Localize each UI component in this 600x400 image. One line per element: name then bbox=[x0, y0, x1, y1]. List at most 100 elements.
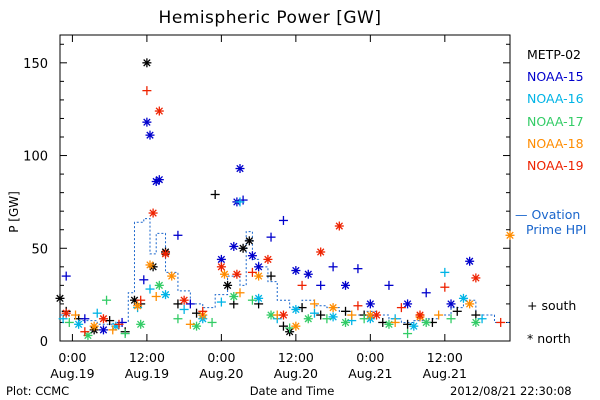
x-tick-label-date: Aug.19 bbox=[50, 366, 94, 381]
noaa-16-north-point bbox=[291, 304, 301, 314]
noaa-19-north-point bbox=[278, 310, 288, 320]
noaa-19-north-point bbox=[216, 262, 226, 272]
metp-02-south-point bbox=[173, 299, 183, 309]
noaa-16-north-point bbox=[458, 293, 468, 303]
metp-02-south-point bbox=[316, 310, 326, 320]
y-tick-label: 100 bbox=[23, 150, 48, 165]
legend: METP-02 NOAA-15 NOAA-16 NOAA-17 NOAA-18 … bbox=[527, 44, 584, 177]
noaa-16-south-point bbox=[92, 308, 102, 318]
legend-item-noaa-18: NOAA-18 bbox=[527, 135, 584, 151]
noaa-18-north-point bbox=[145, 260, 155, 270]
noaa-15-south-point bbox=[173, 230, 183, 240]
noaa-15-north-point bbox=[142, 117, 152, 127]
noaa-15-north-point bbox=[247, 251, 257, 261]
noaa-19-north-point bbox=[179, 295, 189, 305]
legend-item-noaa-19: NOAA-19 bbox=[527, 157, 584, 173]
noaa-18-south-point bbox=[185, 319, 195, 329]
noaa-19-north-point bbox=[98, 314, 108, 324]
noaa-16-south-point bbox=[477, 314, 487, 324]
noaa-17-south-point bbox=[446, 314, 456, 324]
noaa-19-north-point bbox=[471, 273, 481, 283]
metp-02-south-point bbox=[105, 316, 115, 326]
noaa-18-south-point bbox=[151, 291, 161, 301]
noaa-17-south-point bbox=[322, 314, 332, 324]
noaa-16-north-point bbox=[328, 312, 338, 322]
noaa-17-south-point bbox=[173, 314, 183, 324]
noaa-17-south-point bbox=[247, 295, 257, 305]
plot-frame bbox=[59, 34, 511, 342]
x-tick-label-date: Aug.19 bbox=[125, 366, 169, 381]
noaa-15-north-point bbox=[98, 325, 108, 335]
metp-02-south-point bbox=[297, 303, 307, 313]
noaa-19-north-point bbox=[148, 208, 158, 218]
noaa-18-north-point bbox=[167, 271, 177, 281]
noaa-18-north-point bbox=[465, 299, 475, 309]
noaa-15-north-point bbox=[365, 299, 375, 309]
noaa-15-south-point bbox=[266, 232, 276, 242]
noaa-19-north-point bbox=[161, 249, 171, 259]
noaa-16-south-point bbox=[440, 267, 450, 277]
noaa-17-south-point bbox=[102, 295, 112, 305]
noaa-18-south-point bbox=[309, 299, 319, 309]
y-axis-label: P [GW] bbox=[6, 191, 21, 233]
noaa-18-south-point bbox=[390, 317, 400, 327]
noaa-15-north-point bbox=[465, 256, 475, 266]
noaa-16-south-point bbox=[216, 297, 226, 307]
noaa-19-south-point bbox=[297, 280, 307, 290]
noaa-18-south-point bbox=[235, 288, 245, 298]
noaa-16-north-point bbox=[254, 293, 264, 303]
noaa-17-south-point bbox=[285, 323, 295, 333]
x-tick-label-hour: 12:00 bbox=[278, 350, 314, 365]
south-marker-key: + south bbox=[527, 298, 577, 313]
noaa-16-south-point bbox=[179, 304, 189, 314]
legend-item-ovation: — Ovation Prime HPI bbox=[515, 207, 586, 237]
noaa-15-north-point bbox=[229, 241, 239, 251]
noaa-19-south-point bbox=[440, 282, 450, 292]
noaa-18-south-point bbox=[434, 310, 444, 320]
noaa-19-south-point bbox=[396, 303, 406, 313]
noaa-15-north-point bbox=[341, 280, 351, 290]
noaa-16-north-point bbox=[74, 319, 84, 329]
noaa-15-south-point bbox=[384, 280, 394, 290]
noaa-19-north-point bbox=[61, 308, 71, 318]
noaa-16-south-point bbox=[235, 197, 245, 207]
ovation-label-line1: — Ovation bbox=[515, 207, 581, 222]
metp-02-south-point bbox=[210, 189, 220, 199]
noaa-18-north-point bbox=[505, 230, 515, 240]
noaa-17-north-point bbox=[192, 321, 202, 331]
metp-02-south-point bbox=[378, 317, 388, 327]
metp-02-north-point bbox=[142, 58, 152, 68]
metp-02-south-point bbox=[341, 306, 351, 316]
legend-item-noaa-15: NOAA-15 bbox=[527, 69, 584, 85]
noaa-15-south-point bbox=[278, 215, 288, 225]
noaa-17-north-point bbox=[384, 319, 394, 329]
footer-right: 2012/08/21 22:30:08 bbox=[450, 384, 572, 398]
y-tick-label: 150 bbox=[23, 57, 48, 72]
metp-02-south-point bbox=[278, 321, 288, 331]
noaa-15-south-point bbox=[61, 271, 71, 281]
noaa-17-north-point bbox=[303, 314, 313, 324]
noaa-19-south-point bbox=[142, 86, 152, 96]
noaa-15-north-point bbox=[446, 299, 456, 309]
noaa-17-north-point bbox=[136, 319, 146, 329]
noaa-15-south-point bbox=[328, 262, 338, 272]
noaa-15-south-point bbox=[80, 314, 90, 324]
noaa-18-south-point bbox=[347, 310, 357, 320]
noaa-18-north-point bbox=[254, 271, 264, 281]
metp-02-south-point bbox=[452, 306, 462, 316]
noaa-19-south-point bbox=[198, 306, 208, 316]
metp-02-north-point bbox=[55, 293, 65, 303]
noaa-15-north-point bbox=[235, 164, 245, 174]
noaa-19-north-point bbox=[316, 247, 326, 257]
metp-02-north-point bbox=[244, 236, 254, 246]
noaa-19-south-point bbox=[353, 301, 363, 311]
noaa-18-north-point bbox=[89, 321, 99, 331]
noaa-17-south-point bbox=[359, 314, 369, 324]
chart-title: Hemispheric Power [GW] bbox=[158, 8, 382, 28]
ovation-label-line2: Prime HPI bbox=[526, 222, 587, 237]
noaa-15-north-point bbox=[254, 262, 264, 272]
noaa-18-north-point bbox=[291, 321, 301, 331]
noaa-16-south-point bbox=[309, 308, 319, 318]
noaa-19-north-point bbox=[232, 269, 242, 279]
